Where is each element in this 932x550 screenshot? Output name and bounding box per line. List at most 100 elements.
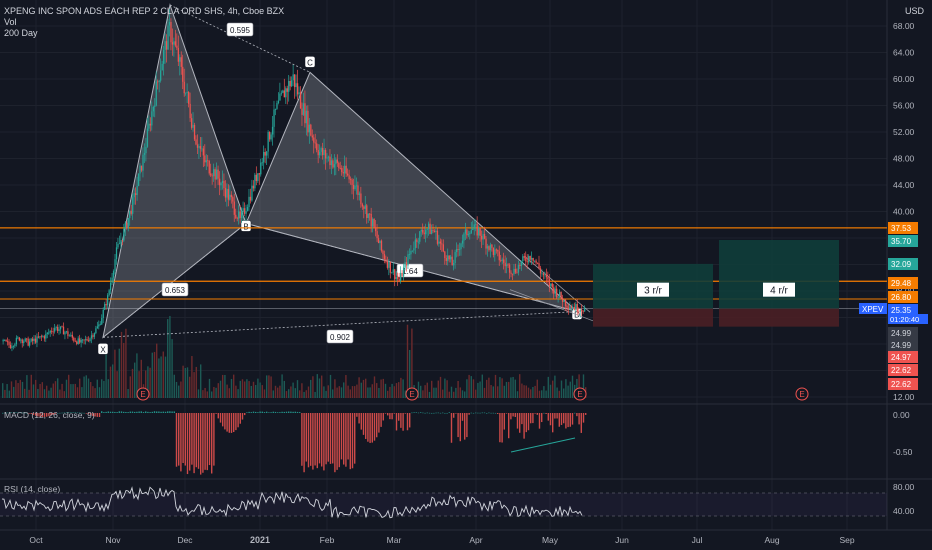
candle-body <box>578 311 580 313</box>
candle-body <box>395 276 397 280</box>
volume-bar <box>409 349 411 398</box>
candle-body <box>179 57 181 62</box>
candle-body <box>302 103 305 115</box>
macd-histogram-bar <box>393 413 395 414</box>
macd-histogram-bar <box>477 412 479 414</box>
candle-body <box>114 259 116 272</box>
macd-histogram-bar <box>90 413 92 416</box>
candle-body <box>109 282 112 291</box>
candle-body <box>410 250 412 255</box>
volume-bar <box>336 387 338 398</box>
macd-histogram-bar <box>305 413 307 462</box>
candle-body <box>526 261 528 263</box>
macd-histogram-bar <box>538 413 541 429</box>
macd-histogram-bar <box>266 411 268 413</box>
rsi-line <box>1 486 583 519</box>
candle-body <box>186 92 188 93</box>
macd-histogram-bar <box>552 413 554 433</box>
macd-histogram-bar <box>345 413 347 467</box>
candle-body <box>104 304 106 310</box>
volume-bar <box>70 384 72 398</box>
macd-histogram-bar <box>2 412 4 414</box>
volume-bar <box>140 359 142 398</box>
volume-bar <box>182 365 184 398</box>
candle-body <box>245 210 247 214</box>
countdown-bg <box>888 314 928 324</box>
price-tag: 37.53 <box>891 224 912 233</box>
candle-body <box>143 153 146 155</box>
macd-histogram-bar <box>57 412 59 414</box>
candle-body <box>157 81 159 83</box>
price-tag: 35.70 <box>891 237 912 246</box>
rsi-legend[interactable]: RSI (14, close) <box>4 484 61 494</box>
candle-body <box>559 291 561 297</box>
candle-body <box>429 223 431 234</box>
macd-histogram-bar <box>186 413 189 475</box>
macd-legend[interactable]: MACD (12, 26, close, 9) <box>4 410 95 420</box>
volume-bar <box>239 380 241 398</box>
candle-body <box>448 255 450 260</box>
volume-bar <box>52 383 54 398</box>
candle-body <box>533 260 536 262</box>
volume-bar <box>281 374 283 398</box>
candle-body <box>479 228 481 236</box>
macd-histogram-bar <box>556 413 558 419</box>
candle-body <box>45 333 47 339</box>
symbol-title[interactable]: XPENG INC SPON ADS EACH REP 2 CL A ORD S… <box>4 6 285 16</box>
macd-histogram-bar <box>428 412 431 414</box>
volume-bar <box>61 383 63 398</box>
volume-bar <box>162 351 164 398</box>
macd-histogram-bar <box>125 411 127 413</box>
candle-body <box>273 109 275 127</box>
candle-body <box>497 249 499 252</box>
macd-histogram-bar <box>72 412 74 414</box>
volume-bar <box>263 389 266 398</box>
volume-bar <box>145 370 147 398</box>
price-tag: 26.80 <box>891 293 912 302</box>
time-tick-label: Jul <box>692 535 703 545</box>
volume-legend[interactable]: Vol <box>4 17 17 27</box>
volume-bar <box>387 390 389 398</box>
candle-body <box>96 326 99 329</box>
candle-body <box>510 272 512 274</box>
volume-bar <box>481 374 483 398</box>
volume-bar <box>303 391 305 398</box>
candles <box>2 8 586 352</box>
macd-histogram-bar <box>120 411 123 413</box>
candle-body <box>504 262 506 267</box>
macd-histogram-bar <box>365 413 367 439</box>
volume-bar <box>433 387 435 398</box>
candle-body <box>389 261 391 273</box>
ma-legend[interactable]: 200 Day <box>4 28 38 38</box>
macd-histogram-bar <box>32 413 35 415</box>
macd-histogram-bar <box>149 412 151 413</box>
volume-bar <box>371 384 373 398</box>
macd-histogram-bar <box>109 411 112 413</box>
candle-body <box>224 188 227 198</box>
candle-body <box>155 81 157 106</box>
volume-bar <box>41 382 43 398</box>
macd-histogram-bar <box>189 413 191 471</box>
candle-body <box>489 244 492 251</box>
volume-bar <box>301 383 303 398</box>
candle-body <box>357 185 359 195</box>
macd-histogram-bar <box>219 413 222 423</box>
volume-bar <box>503 385 505 398</box>
macd-tick-label: 0.00 <box>893 410 910 420</box>
candle-body <box>447 255 449 261</box>
candle-body <box>213 169 215 177</box>
macd-histogram-bar <box>501 413 503 443</box>
candle-body <box>352 184 355 190</box>
price-tag: 32.09 <box>891 260 912 269</box>
candle-body <box>383 254 386 260</box>
candle-body <box>319 151 321 156</box>
candle-body <box>513 268 515 274</box>
volume-bar <box>268 375 270 398</box>
candle-body <box>276 103 278 109</box>
price-tick-label: 48.00 <box>893 154 915 164</box>
macd-histogram-bar <box>327 413 329 462</box>
volume-bar <box>279 385 281 398</box>
candle-body <box>130 210 132 214</box>
earnings-icon <box>573 387 587 401</box>
